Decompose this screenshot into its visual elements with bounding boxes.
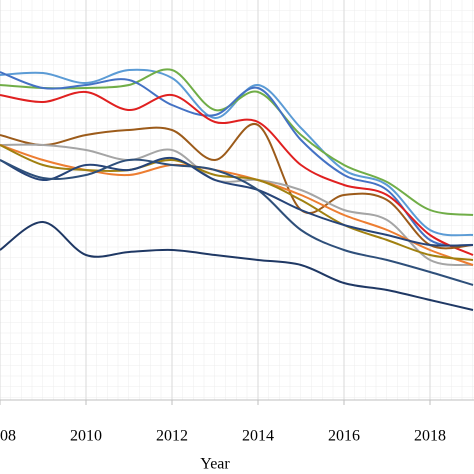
x-tick-label: 2008: [0, 428, 16, 445]
x-tick-label: 2012: [156, 428, 188, 445]
line: [0, 156, 474, 247]
line: [0, 122, 474, 250]
line: [0, 71, 474, 247]
line: [0, 68, 474, 216]
x-tick-label: 2014: [242, 428, 274, 445]
x-tick-label: 2016: [328, 428, 360, 445]
line: [0, 158, 474, 286]
x-tick-label: 2010: [70, 428, 102, 445]
line: [0, 90, 474, 256]
line: [0, 143, 474, 267]
x-tick-label: 2018: [414, 428, 446, 445]
x-axis-label: Year: [200, 456, 230, 473]
line: [0, 220, 474, 311]
